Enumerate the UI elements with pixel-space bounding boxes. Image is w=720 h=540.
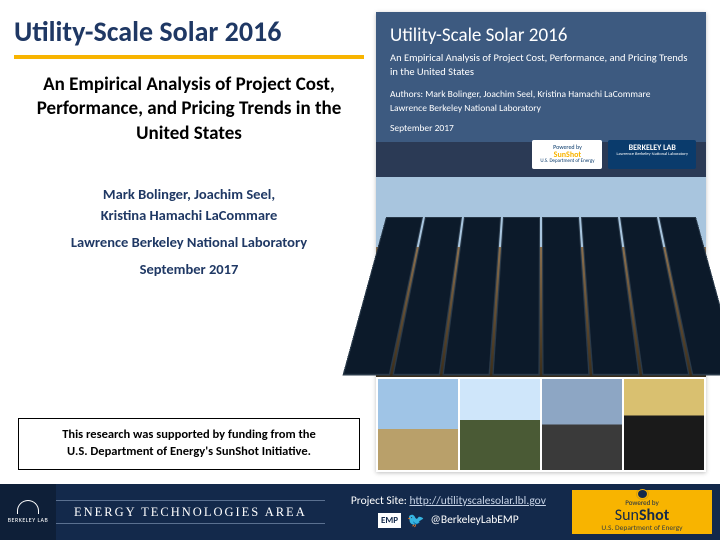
- dome-icon: [17, 500, 39, 514]
- emp-badge: EMP: [378, 513, 401, 529]
- project-site-link[interactable]: http://utilityscalesolar.lbl.gov: [409, 494, 545, 508]
- affiliation: Lawrence Berkeley National Laboratory: [14, 232, 364, 253]
- berkeley-lab-text: BERKELEY LAB: [8, 516, 49, 524]
- energy-technologies-area-label: ENERGY TECHNOLOGIES AREA: [56, 500, 325, 525]
- cover-thumb-3: [542, 379, 622, 470]
- berkeley-lab-logo: BERKELEY LAB: [0, 484, 56, 540]
- funding-line-1: This research was supported by funding f…: [27, 427, 351, 444]
- sunshot-logo: Powered by SunShot U.S. Department of En…: [572, 490, 712, 534]
- title-underline: [14, 55, 364, 59]
- cover-berkeley-logo: BERKELEY LAB Lawrence Berkeley National …: [608, 140, 696, 169]
- twitter-icon: 🐦: [407, 510, 424, 531]
- cover-subtitle: An Empirical Analysis of Project Cost, P…: [390, 51, 692, 78]
- slide-subtitle: An Empirical Analysis of Project Cost, P…: [14, 73, 364, 146]
- cover-sunshot-logo: Powered by SunShot U.S. Department of En…: [532, 140, 602, 169]
- project-site-line: Project Site: http://utilityscalesolar.l…: [325, 493, 572, 510]
- cover-logos: Powered by SunShot U.S. Department of En…: [532, 140, 696, 169]
- footer-social: EMP 🐦 @BerkeleyLabEMP: [378, 510, 519, 531]
- report-cover-thumbnail: Utility-Scale Solar 2016 An Empirical An…: [376, 12, 706, 472]
- cover-hero-image: [376, 177, 706, 377]
- publication-date: September 2017: [14, 259, 364, 280]
- authors-line-2: Kristina Hamachi LaCommare: [14, 205, 364, 226]
- cover-lab: Lawrence Berkeley National Laboratory: [390, 102, 692, 114]
- authors-block: Mark Bolinger, Joachim Seel, Kristina Ha…: [14, 184, 364, 280]
- twitter-handle: @BerkeleyLabEMP: [431, 512, 519, 529]
- funding-line-2: U.S. Department of Energy's SunShot Init…: [27, 444, 351, 461]
- funding-acknowledgement: This research was supported by funding f…: [18, 418, 360, 470]
- project-site-label: Project Site:: [351, 494, 410, 508]
- footer-bar: BERKELEY LAB ENERGY TECHNOLOGIES AREA Pr…: [0, 484, 720, 540]
- cover-thumb-4: [624, 379, 704, 470]
- footer-center: Project Site: http://utilityscalesolar.l…: [325, 493, 572, 531]
- slide-title: Utility-Scale Solar 2016: [14, 14, 364, 49]
- cover-thumb-1: [378, 379, 458, 470]
- slide: Utility-Scale Solar 2016 An Empirical An…: [0, 0, 720, 540]
- authors-line-1: Mark Bolinger, Joachim Seel,: [14, 184, 364, 205]
- solar-panel-array-icon: [343, 217, 720, 375]
- cover-thumb-2: [460, 379, 540, 470]
- cover-authors: Authors: Mark Bolinger, Joachim Seel, Kr…: [390, 88, 692, 100]
- sunshot-wordmark: SunShot: [615, 507, 669, 525]
- cover-date: September 2017: [390, 122, 692, 134]
- sun-icon: [638, 490, 647, 498]
- cover-thumbnail-strip: [376, 377, 706, 472]
- left-column: Utility-Scale Solar 2016 An Empirical An…: [14, 14, 364, 280]
- cover-title: Utility-Scale Solar 2016: [390, 24, 692, 47]
- cover-header: Utility-Scale Solar 2016 An Empirical An…: [376, 12, 706, 142]
- sunshot-sub: U.S. Department of Energy: [601, 525, 682, 534]
